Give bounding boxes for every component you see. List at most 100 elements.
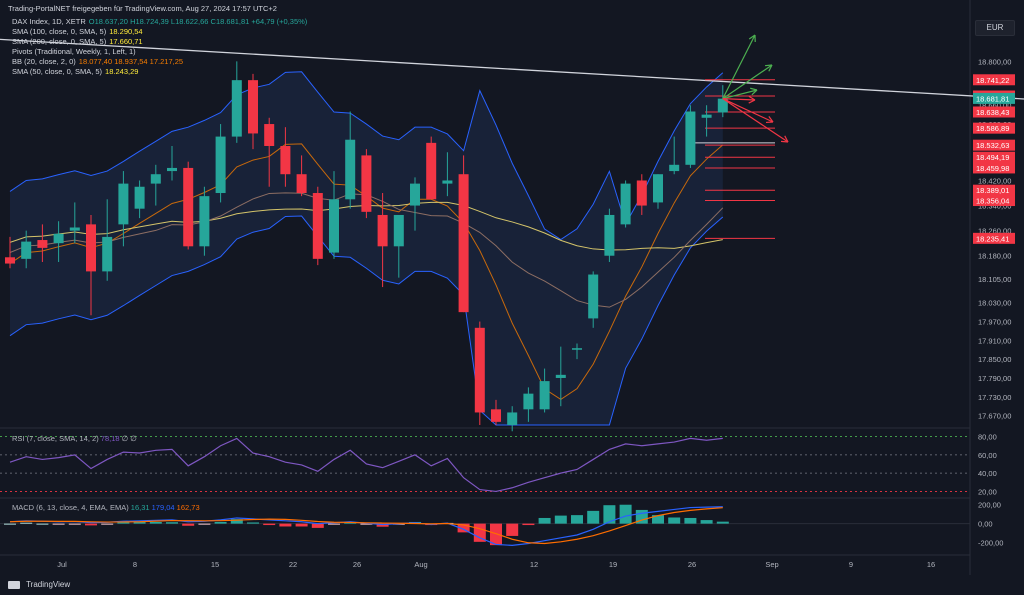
- candle-body: [620, 183, 631, 225]
- candle-body: [458, 174, 469, 313]
- time-axis-label: 16: [927, 560, 935, 569]
- legend-label: SMA (100, close, 0, SMA, 5): [12, 27, 107, 36]
- rsi-extra: ∅ ∅: [122, 434, 138, 443]
- macd-histogram-bar: [360, 523, 373, 525]
- candle-body: [312, 193, 323, 259]
- candle-body: [215, 136, 226, 194]
- price-tag-text: 18.356,04: [976, 197, 1009, 206]
- arrow-head: [750, 87, 758, 96]
- price-tag-bg: [973, 106, 1015, 118]
- macd-histogram-bar: [85, 523, 97, 526]
- macd-histogram-bar: [311, 523, 324, 528]
- legend-value: 18.077,40 18.937,54 17.217,25: [78, 57, 184, 66]
- macd-histogram-bar: [652, 515, 664, 524]
- macd-histogram-bar: [490, 523, 502, 546]
- rsi-legend: RSI (7, close, SMA, 14, 2) 78,18 ∅ ∅: [12, 434, 137, 443]
- rsi-value: 78,18: [101, 434, 122, 443]
- candle-body: [329, 199, 339, 253]
- price-tag-text: 18.741,22: [976, 76, 1009, 85]
- candle-body: [69, 227, 80, 231]
- rsi-line: [9, 437, 723, 493]
- legend-line: BB (20, close, 2, 0) 18.077,40 18.937,54 …: [12, 57, 183, 66]
- price-axis-label: 17.790,00: [978, 374, 1011, 383]
- macd-histogram-bar: [603, 505, 616, 524]
- macd-histogram-bar: [506, 523, 519, 536]
- legend-line: DAX Index, 1D, XETR O18.637,20 H18.724,39…: [12, 17, 307, 26]
- arrow-head: [765, 116, 774, 124]
- macd-histogram-bar: [554, 515, 567, 524]
- price-axis-label: 17.850,00: [978, 355, 1011, 364]
- macd-histogram-bar: [214, 521, 227, 524]
- price-tag: 18.586,89: [973, 122, 1015, 134]
- rsi-axis-label: 60,00: [978, 451, 997, 460]
- macd-histogram-bar: [4, 523, 16, 525]
- price-axis-label: 17.970,00: [978, 318, 1011, 327]
- price-tag-text: 18.235,41: [976, 234, 1009, 243]
- price-tag-bg: [973, 122, 1015, 134]
- legend-value: 18.290,54: [109, 27, 143, 36]
- candle-body: [377, 214, 388, 247]
- candle-body: [134, 186, 145, 209]
- price-tag-bg: [973, 195, 1015, 207]
- price-axis-label: 18.105,00: [978, 275, 1011, 284]
- time-axis-label: 9: [849, 560, 853, 569]
- legend-line: SMA (100, close, 0, SMA, 5) 18.290,54: [12, 27, 143, 36]
- time-axis-label: 19: [609, 560, 617, 569]
- macd-histogram-bar: [263, 523, 276, 526]
- macd-histogram-bar: [36, 523, 49, 525]
- price-tag-bg: [973, 232, 1015, 244]
- price-tag: 18.459,98: [973, 162, 1015, 174]
- price-tag-text: 18.389,01: [976, 186, 1009, 195]
- macd-histogram-bar: [133, 521, 146, 524]
- candle-body: [345, 139, 356, 200]
- rsi-axis-label: 40,00: [978, 469, 997, 478]
- arrow-head: [764, 64, 773, 72]
- legend-value: 17.660,71: [109, 37, 143, 46]
- price-tag-text: 18.494,19: [976, 153, 1009, 162]
- candle-body: [717, 98, 728, 113]
- price-tag-bg: [973, 92, 1015, 104]
- candle-body: [280, 145, 291, 175]
- macd-histogram-bar: [198, 523, 211, 525]
- macd-histogram-bar: [295, 523, 308, 527]
- price-tag: 18.532,63: [973, 139, 1015, 151]
- macd-axis-label: 0,00: [978, 520, 993, 529]
- tv-icon: [8, 580, 20, 589]
- legend-line: SMA (50, close, 0, SMA, 5) 18.243,29: [12, 67, 138, 76]
- legend-value: O18.637,20 H18.724,39 L18.622,66 C18.681…: [88, 17, 308, 26]
- price-tag-text: 18.638,43: [976, 108, 1009, 117]
- price-tag: 18.638,43: [973, 106, 1015, 118]
- price-tag-bg: [973, 162, 1015, 174]
- price-axis-label: 18.340,00: [978, 202, 1011, 211]
- price-tag-text: 18.586,89: [976, 124, 1009, 133]
- currency-selector[interactable]: EUR: [975, 20, 1015, 36]
- time-axis-label: 12: [530, 560, 538, 569]
- macd-histogram-bar: [538, 517, 551, 524]
- projection-arrow: [722, 89, 758, 100]
- macd-histogram-bar: [279, 523, 292, 527]
- candle-body: [426, 142, 437, 200]
- time-axis-label: Sep: [765, 560, 778, 569]
- candle-body: [604, 214, 615, 256]
- projection-arrow: [722, 34, 756, 99]
- candle-body: [539, 381, 550, 410]
- time-axis-label: 22: [289, 560, 297, 569]
- price-axis-label: 18.030,00: [978, 299, 1011, 308]
- price-tag-bg: [973, 139, 1015, 151]
- candle-body: [361, 155, 372, 212]
- macd-histogram-bar: [68, 523, 81, 525]
- macd-value: 179,04: [152, 503, 177, 512]
- projection-arrow: [722, 98, 789, 143]
- time-axis-label: 26: [688, 560, 696, 569]
- price-axis-label: 17.670,00: [978, 412, 1011, 421]
- macd-histogram-bar: [571, 515, 583, 524]
- projection-arrow: [722, 98, 774, 123]
- arrow-head: [780, 135, 789, 143]
- macd-value: 16,31: [131, 503, 152, 512]
- macd-histogram-bar: [182, 523, 195, 526]
- price-tag: 18.681,81: [973, 92, 1015, 104]
- candle-body: [183, 167, 194, 247]
- price-axis-label: 18.800,00: [978, 57, 1011, 66]
- macd-histogram-bar: [716, 521, 729, 524]
- time-axis-label: 15: [211, 560, 219, 569]
